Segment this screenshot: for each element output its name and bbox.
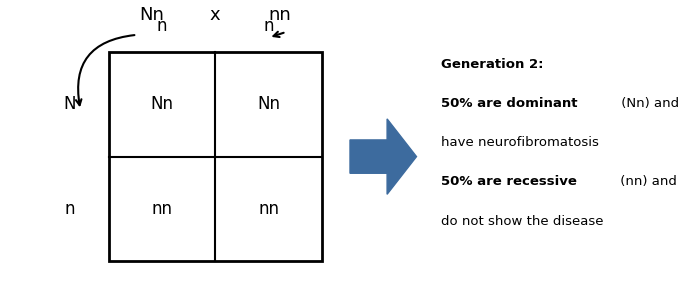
Text: 50% are dominant: 50% are dominant: [441, 97, 578, 110]
Text: Nn: Nn: [139, 6, 164, 23]
Text: n: n: [157, 17, 167, 35]
Polygon shape: [350, 119, 416, 194]
Text: nn: nn: [151, 200, 172, 218]
Text: n: n: [64, 200, 76, 218]
Text: (Nn) and: (Nn) and: [617, 97, 679, 110]
Text: Nn: Nn: [150, 95, 174, 113]
Text: N: N: [64, 95, 76, 113]
Text: 50% are recessive: 50% are recessive: [441, 175, 577, 188]
Text: Generation 2:: Generation 2:: [441, 58, 543, 71]
Text: do not show the disease: do not show the disease: [441, 215, 603, 228]
Text: x: x: [210, 6, 220, 23]
Text: nn: nn: [268, 6, 290, 23]
Text: (nn) and: (nn) and: [616, 175, 677, 188]
Text: n: n: [263, 17, 274, 35]
Bar: [108, 52, 322, 261]
Text: nn: nn: [258, 200, 279, 218]
Text: have neurofibromatosis: have neurofibromatosis: [441, 136, 599, 149]
Text: Nn: Nn: [257, 95, 280, 113]
